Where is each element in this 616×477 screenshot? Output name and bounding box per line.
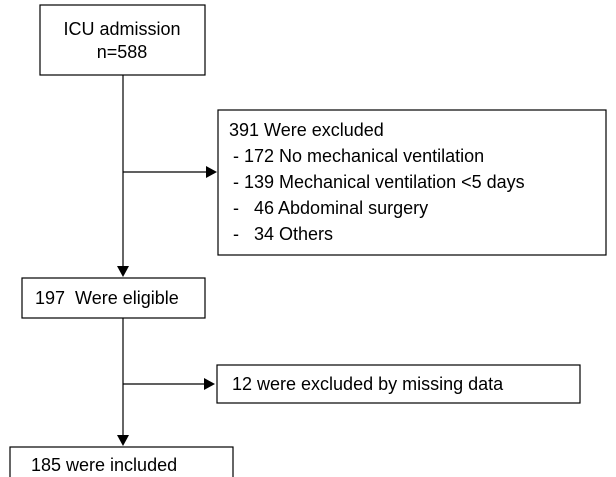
box-text: 197 Were eligible [35, 288, 179, 308]
box [217, 109, 607, 256]
box-text: - 46 Abdominal surgery [233, 198, 428, 218]
box [9, 446, 234, 477]
arrowhead [117, 266, 129, 277]
arrowhead [204, 378, 215, 390]
box-text: 185 were included [31, 455, 177, 475]
arrowhead [117, 435, 129, 446]
box-text: 12 were excluded by missing data [232, 374, 504, 394]
box-text: - 172 No mechanical ventilation [233, 146, 484, 166]
box-text: - 34 Others [233, 224, 333, 244]
box [21, 277, 206, 319]
box [39, 4, 206, 76]
box [216, 364, 581, 404]
box-text: - 139 Mechanical ventilation <5 days [233, 172, 525, 192]
arrowhead [206, 166, 217, 178]
box-text: 391 Were excluded [229, 120, 384, 140]
box-text: n=588 [97, 42, 148, 62]
box-text: ICU admission [63, 19, 180, 39]
